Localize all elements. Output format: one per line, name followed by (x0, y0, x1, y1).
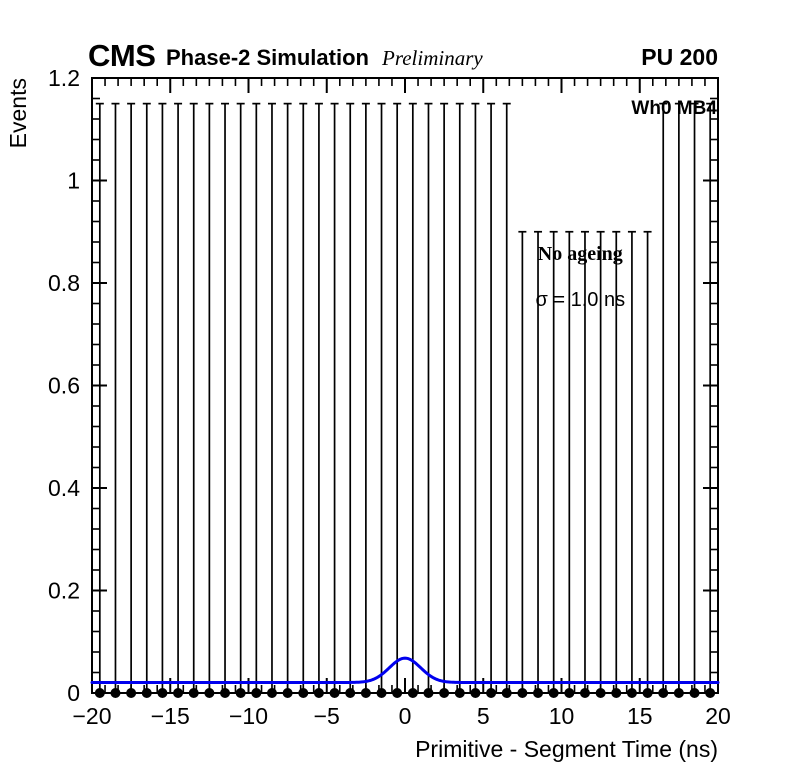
data-point-marker (579, 688, 590, 698)
x-tick-label: 15 (627, 703, 653, 729)
region-label: Wh0 MB4 (631, 98, 717, 119)
y-axis: 0 0.2 0.4 0.6 0.8 1 1.2 (48, 65, 718, 706)
pileup-label: PU 200 (641, 44, 718, 70)
data-point-marker (360, 688, 371, 698)
data-point-marker (611, 688, 622, 698)
data-markers (94, 688, 716, 698)
x-tick-label: 5 (477, 703, 490, 729)
data-point-marker (626, 688, 637, 698)
data-point-marker (705, 688, 716, 698)
cms-header: CMS Phase-2 Simulation Preliminary PU 20… (88, 38, 718, 73)
data-point-marker (251, 688, 262, 698)
data-point-marker (548, 688, 559, 698)
data-point-marker (345, 688, 356, 698)
data-point-marker (188, 688, 199, 698)
x-tick-label: 0 (399, 703, 412, 729)
x-axis-title: Primitive - Segment Time (ns) (415, 736, 718, 762)
data-point-marker (517, 688, 528, 698)
data-point-marker (126, 688, 137, 698)
y-tick-label: 0.2 (48, 578, 80, 604)
gaussian-fit-curve (90, 656, 720, 684)
x-tick-label: −10 (229, 703, 268, 729)
data-point-marker (595, 688, 606, 698)
y-tick-label: 0.8 (48, 270, 80, 296)
data-point-marker (110, 688, 121, 698)
data-point-marker (173, 688, 184, 698)
y-tick-label: 0.6 (48, 373, 80, 399)
data-point-marker (439, 688, 450, 698)
data-point-marker (658, 688, 669, 698)
y-tick-label: 1 (67, 168, 80, 194)
data-point-marker (157, 688, 168, 698)
data-point-marker (673, 688, 684, 698)
y-tick-label: 1.2 (48, 65, 80, 91)
sigma-label: σ = 1.0 ns (535, 289, 625, 311)
plot-frame (91, 77, 719, 694)
x-tick-label: −20 (72, 703, 111, 729)
ageing-label: No ageing (538, 243, 623, 265)
data-point-marker (423, 688, 434, 698)
data-point-marker (329, 688, 340, 698)
data-point-marker (564, 688, 575, 698)
data-point-marker (94, 688, 105, 698)
data-point-marker (266, 688, 277, 698)
y-tick-label: 0 (67, 680, 80, 706)
data-point-marker (204, 688, 215, 698)
data-point-marker (376, 688, 387, 698)
data-point-marker (235, 688, 246, 698)
data-point-marker (642, 688, 653, 698)
data-point-marker (392, 688, 403, 698)
data-point-marker (533, 688, 544, 698)
cms-logo-text: CMS (88, 38, 155, 73)
y-tick-label: 0.4 (48, 475, 80, 501)
plot-annotations: Wh0 MB4 No ageing σ = 1.0 ns (535, 98, 717, 311)
data-point-marker (313, 688, 324, 698)
data-point-marker (220, 688, 231, 698)
data-point-marker (298, 688, 309, 698)
x-tick-label: −5 (314, 703, 340, 729)
x-tick-label: 10 (549, 703, 575, 729)
data-point-marker (470, 688, 481, 698)
data-point-marker (141, 688, 152, 698)
cms-preliminary-label: Preliminary (381, 46, 483, 70)
y-axis-title: Events (5, 78, 31, 148)
data-point-marker (407, 688, 418, 698)
data-point-marker (486, 688, 497, 698)
data-errorbars (95, 102, 715, 693)
data-point-marker (454, 688, 465, 698)
data-point-marker (282, 688, 293, 698)
x-tick-label: 20 (705, 703, 731, 729)
x-tick-label: −15 (151, 703, 190, 729)
data-point-marker (501, 688, 512, 698)
data-point-marker (689, 688, 700, 698)
cms-subtitle: Phase-2 Simulation (166, 45, 369, 70)
